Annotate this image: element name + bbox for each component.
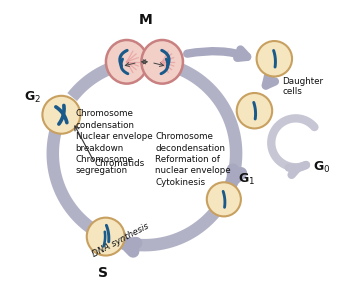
Ellipse shape (237, 93, 272, 128)
Text: G$_0$: G$_0$ (313, 160, 330, 175)
Text: G$_2$: G$_2$ (24, 90, 41, 106)
Ellipse shape (87, 218, 125, 255)
Text: S: S (98, 266, 108, 280)
Text: Chromosome
decondensation
Reformation of
nuclear envelope
Cytokinesis: Chromosome decondensation Reformation of… (155, 132, 231, 187)
Ellipse shape (42, 96, 80, 134)
Text: G$_1$: G$_1$ (238, 172, 255, 187)
Ellipse shape (106, 40, 147, 84)
Text: Chromosome
condensation
Nuclear envelope
breakdown
Chromosome
segregation: Chromosome condensation Nuclear envelope… (76, 109, 152, 175)
Text: DNA synthesis: DNA synthesis (91, 222, 150, 259)
Ellipse shape (141, 40, 183, 84)
Text: M: M (139, 13, 153, 27)
Text: Chromatids: Chromatids (95, 159, 145, 168)
Text: Daughter
cells: Daughter cells (282, 76, 324, 96)
Ellipse shape (257, 41, 292, 76)
Ellipse shape (207, 182, 241, 216)
